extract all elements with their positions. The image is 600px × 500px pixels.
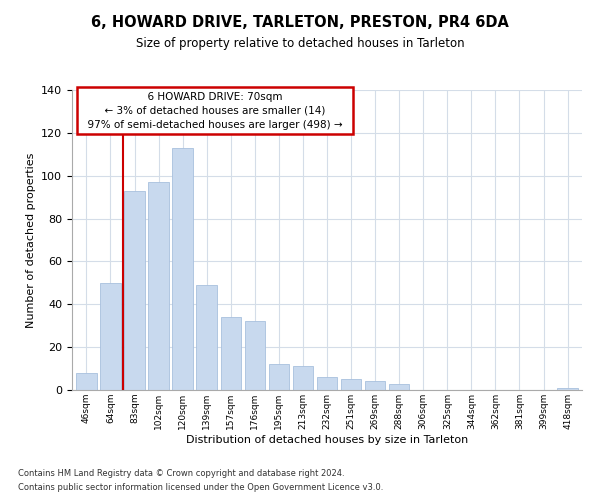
Bar [293,366,313,390]
Bar [389,384,409,390]
Text: 6, HOWARD DRIVE, TARLETON, PRESTON, PR4 6DA: 6, HOWARD DRIVE, TARLETON, PRESTON, PR4 … [91,15,509,30]
Text: Size of property relative to detached houses in Tarleton: Size of property relative to detached ho… [136,38,464,51]
Text: 6 HOWARD DRIVE: 70sqm  
  ← 3% of detached houses are smaller (14)  
  97% of se: 6 HOWARD DRIVE: 70sqm ← 3% of detached h… [81,92,349,130]
Bar [221,317,241,390]
Y-axis label: Number of detached properties: Number of detached properties [26,152,35,328]
Bar [317,377,337,390]
Bar [148,182,169,390]
Bar [124,190,145,390]
X-axis label: Distribution of detached houses by size in Tarleton: Distribution of detached houses by size … [186,434,468,444]
Text: Contains HM Land Registry data © Crown copyright and database right 2024.: Contains HM Land Registry data © Crown c… [18,468,344,477]
Bar [245,322,265,390]
Bar [196,285,217,390]
Bar [100,283,121,390]
Bar [365,382,385,390]
Text: Contains public sector information licensed under the Open Government Licence v3: Contains public sector information licen… [18,484,383,492]
Bar [341,380,361,390]
Bar [172,148,193,390]
Bar [557,388,578,390]
Bar [76,373,97,390]
Bar [269,364,289,390]
